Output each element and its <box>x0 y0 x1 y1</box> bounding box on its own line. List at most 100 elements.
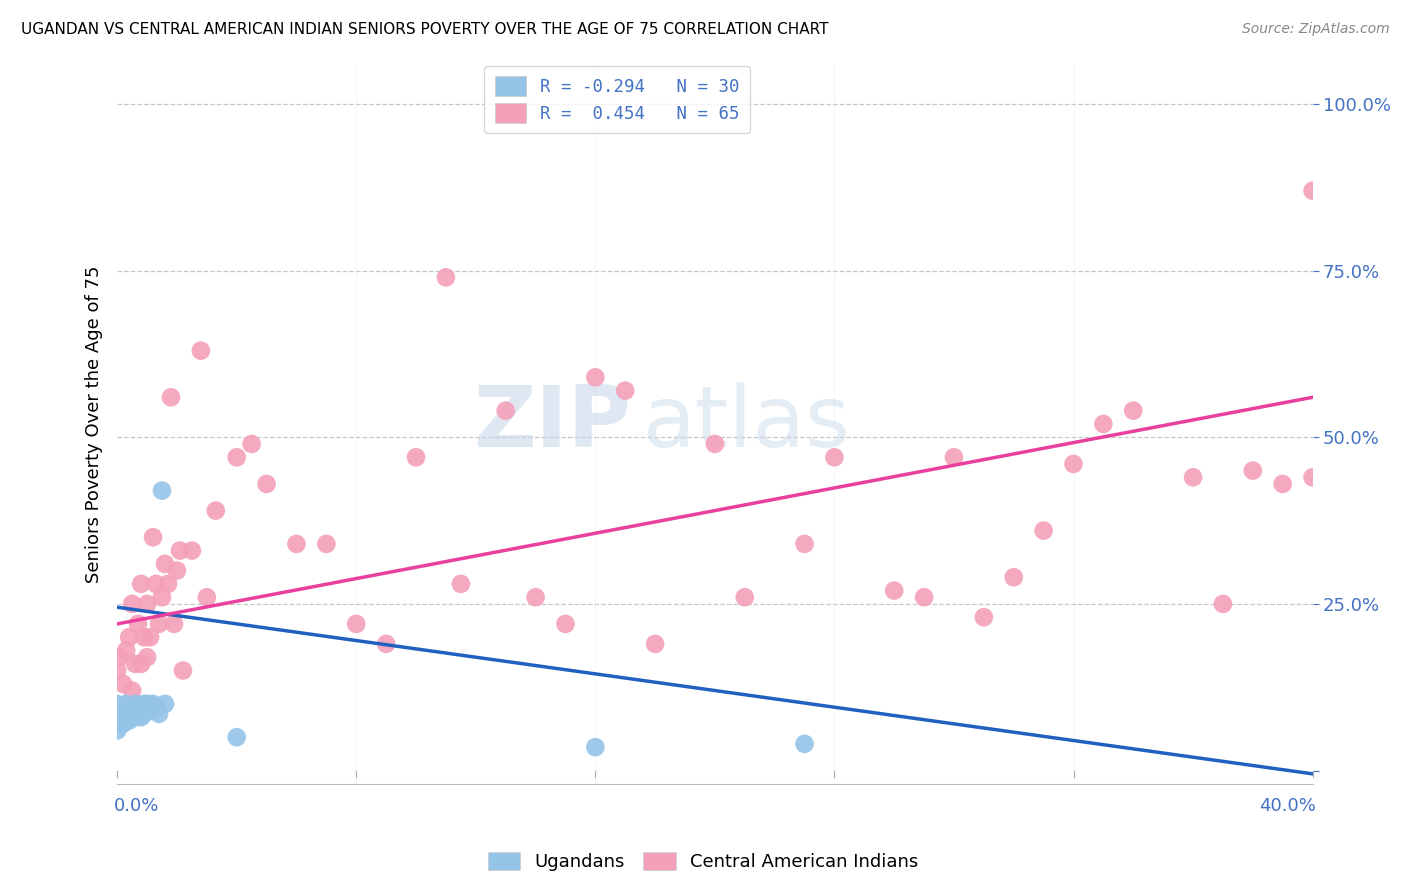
Point <box>148 706 170 721</box>
Text: UGANDAN VS CENTRAL AMERICAN INDIAN SENIORS POVERTY OVER THE AGE OF 75 CORRELATIO: UGANDAN VS CENTRAL AMERICAN INDIAN SENIO… <box>21 22 828 37</box>
Point <box>180 543 202 558</box>
Point <box>115 697 138 711</box>
Point <box>285 537 308 551</box>
Point <box>105 710 128 724</box>
Point <box>883 583 905 598</box>
Point <box>1302 184 1324 198</box>
Point <box>129 657 152 671</box>
Point <box>118 714 141 728</box>
Text: atlas: atlas <box>643 383 851 466</box>
Point <box>145 700 167 714</box>
Point <box>734 591 756 605</box>
Point <box>150 591 173 605</box>
Point <box>129 710 152 724</box>
Legend: Ugandans, Central American Indians: Ugandans, Central American Indians <box>481 845 925 879</box>
Point <box>145 577 167 591</box>
Point <box>450 577 472 591</box>
Point <box>1002 570 1025 584</box>
Point <box>1241 464 1264 478</box>
Point <box>1122 403 1144 417</box>
Point <box>1032 524 1054 538</box>
Point <box>132 630 155 644</box>
Point <box>142 697 165 711</box>
Point <box>166 564 188 578</box>
Point <box>614 384 637 398</box>
Point <box>823 450 845 465</box>
Point <box>105 697 128 711</box>
Point <box>942 450 965 465</box>
Point <box>121 597 143 611</box>
Point <box>136 697 159 711</box>
Point <box>344 616 367 631</box>
Point <box>1212 597 1234 611</box>
Point <box>1092 417 1115 431</box>
Point <box>1063 457 1085 471</box>
Point <box>405 450 427 465</box>
Point <box>127 616 149 631</box>
Point <box>105 664 128 678</box>
Point <box>240 437 263 451</box>
Point <box>127 704 149 718</box>
Point <box>793 737 815 751</box>
Point <box>554 616 576 631</box>
Point <box>129 577 152 591</box>
Text: 0.0%: 0.0% <box>114 797 159 815</box>
Point <box>973 610 995 624</box>
Point <box>793 537 815 551</box>
Point <box>256 477 278 491</box>
Point <box>434 270 457 285</box>
Point <box>583 740 606 755</box>
Point <box>129 700 152 714</box>
Point <box>105 723 128 738</box>
Point <box>115 710 138 724</box>
Point <box>112 704 135 718</box>
Point <box>148 616 170 631</box>
Point <box>644 637 666 651</box>
Legend: R = -0.294   N = 30, R =  0.454   N = 65: R = -0.294 N = 30, R = 0.454 N = 65 <box>485 65 749 134</box>
Point <box>150 483 173 498</box>
Point <box>124 697 146 711</box>
Point <box>169 543 191 558</box>
Point <box>118 630 141 644</box>
Point <box>583 370 606 384</box>
Point <box>136 650 159 665</box>
Point <box>163 616 186 631</box>
Point <box>136 597 159 611</box>
Point <box>375 637 398 651</box>
Point <box>495 403 517 417</box>
Point <box>153 557 176 571</box>
Point <box>121 683 143 698</box>
Point <box>124 657 146 671</box>
Point <box>912 591 935 605</box>
Point <box>315 537 337 551</box>
Text: Source: ZipAtlas.com: Source: ZipAtlas.com <box>1241 22 1389 37</box>
Point <box>524 591 547 605</box>
Point <box>190 343 212 358</box>
Point <box>121 706 143 721</box>
Text: 40.0%: 40.0% <box>1258 797 1316 815</box>
Point <box>115 643 138 657</box>
Point <box>160 390 183 404</box>
Point <box>121 700 143 714</box>
Point <box>139 630 162 644</box>
Text: ZIP: ZIP <box>474 383 631 466</box>
Point <box>225 450 247 465</box>
Point <box>139 704 162 718</box>
Point <box>156 577 179 591</box>
Point <box>225 730 247 744</box>
Point <box>153 697 176 711</box>
Point <box>132 706 155 721</box>
Point <box>132 697 155 711</box>
Point <box>142 530 165 544</box>
Point <box>105 717 128 731</box>
Point <box>1182 470 1205 484</box>
Point <box>172 664 194 678</box>
Point <box>112 677 135 691</box>
Point <box>105 704 128 718</box>
Point <box>1271 477 1294 491</box>
Point <box>112 717 135 731</box>
Point <box>195 591 218 605</box>
Point <box>703 437 725 451</box>
Point <box>1302 470 1324 484</box>
Point <box>204 503 226 517</box>
